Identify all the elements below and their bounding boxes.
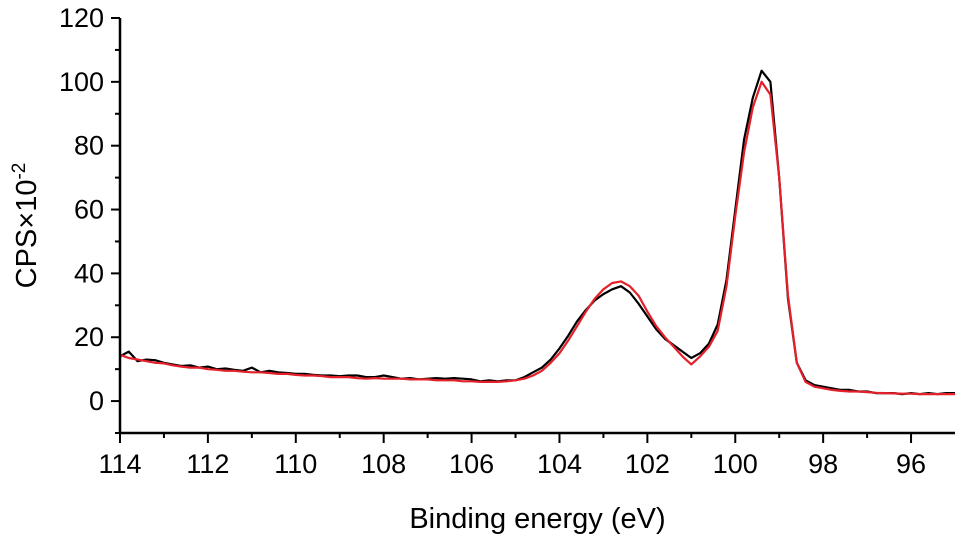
y-axis-title-superscript: -2 (9, 163, 30, 180)
y-axis-title-main: CPS×10 (11, 180, 43, 289)
x-tick-label: 96 (896, 449, 926, 479)
series-group (119, 69, 955, 396)
x-tick-label: 112 (186, 449, 229, 479)
y-axis-title: CPS×10-2 (9, 163, 43, 289)
x-tick-label: 108 (361, 449, 406, 479)
x-tick-label: 98 (808, 449, 838, 479)
x-tick-label: 104 (537, 449, 582, 479)
y-tick-label: 80 (74, 131, 104, 161)
y-tick-label: 100 (59, 67, 104, 97)
series-line-2 (119, 80, 955, 396)
x-axis-title: Binding energy (eV) (409, 503, 665, 535)
x-tick-label: 100 (713, 449, 758, 479)
x-tick-label: 114 (98, 449, 141, 479)
x-tick-label: 110 (274, 449, 317, 479)
series-line-1 (119, 69, 955, 396)
x-axis-ticks: 114 112 110 108 106 104 102 100 98 96 (98, 433, 926, 479)
y-tick-label: 20 (74, 322, 104, 352)
y-tick-label: 60 (74, 195, 104, 225)
y-tick-label: 120 (59, 3, 104, 33)
x-tick-label: 106 (449, 449, 494, 479)
y-tick-label: 0 (89, 386, 104, 416)
y-tick-label: 40 (74, 258, 104, 288)
y-axis-ticks: 0 20 40 60 80 100 120 (59, 3, 120, 434)
x-tick-label: 102 (625, 449, 670, 479)
